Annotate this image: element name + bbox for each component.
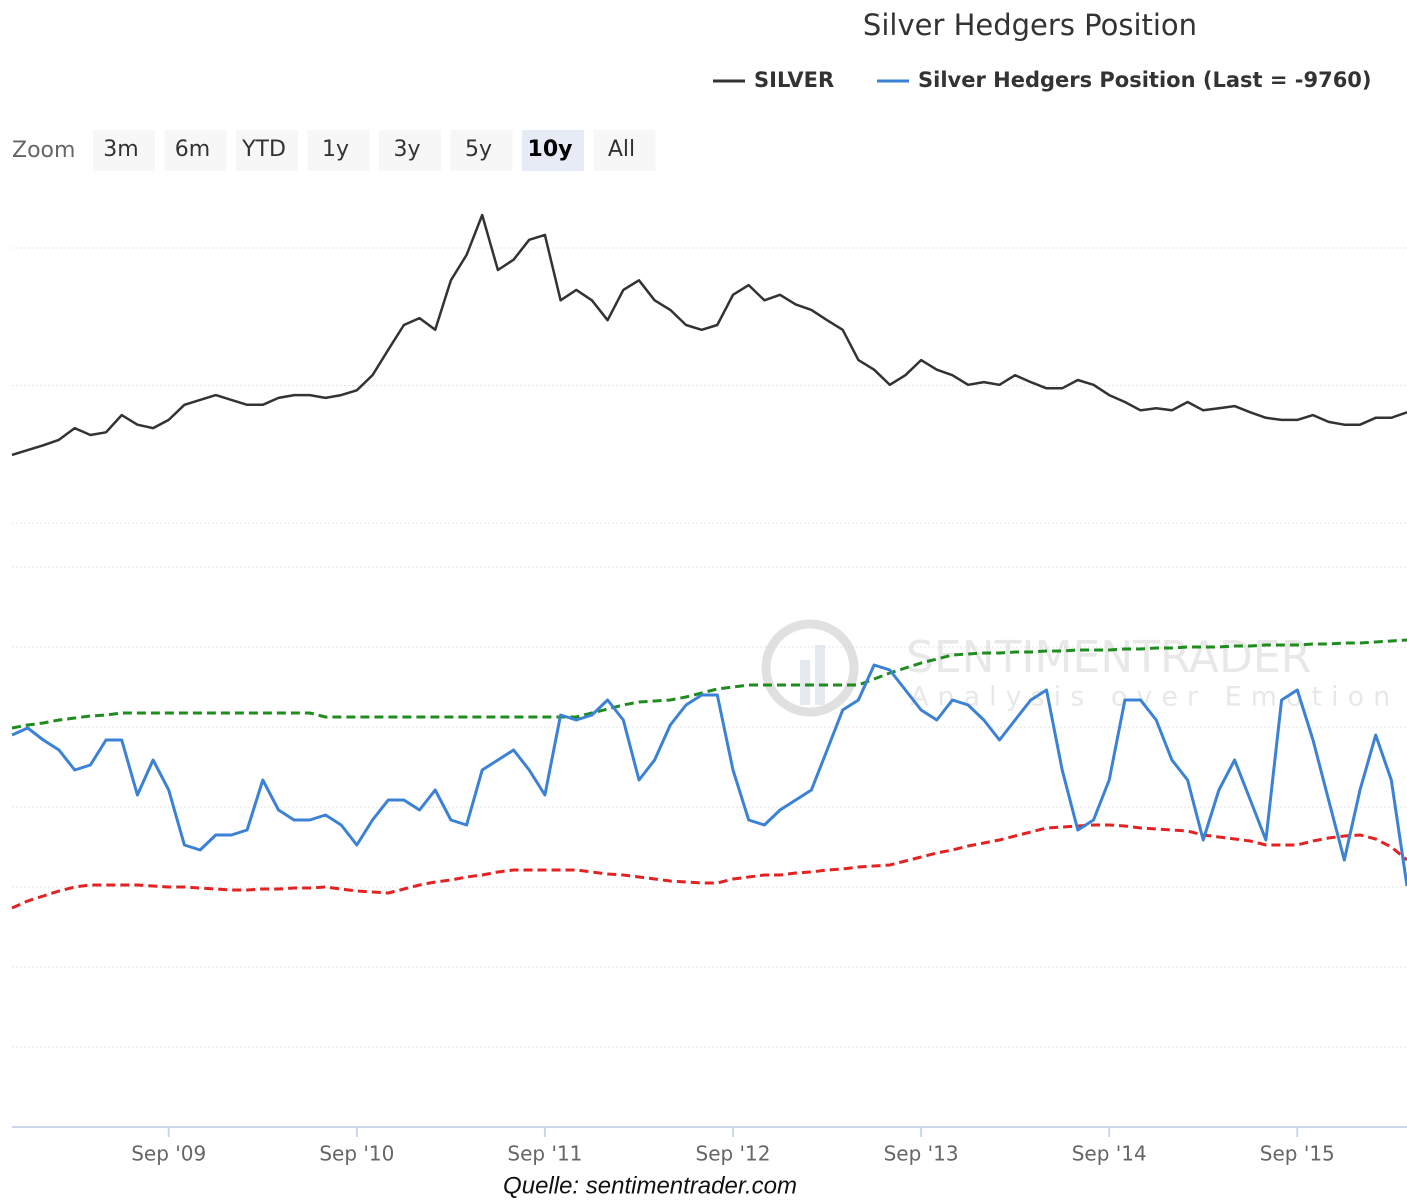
x-tick-label: Sep '13 (884, 1142, 959, 1166)
watermark-logo-bar (815, 645, 825, 705)
x-tick-label: Sep '15 (1260, 1142, 1335, 1166)
series-line (11, 663, 1407, 887)
zoom-button-label[interactable]: 10y (528, 137, 573, 162)
watermark-logo (761, 619, 859, 717)
watermark-tagline: Analysis over Emotion (910, 682, 1399, 713)
zoom-button-label[interactable]: 3y (393, 137, 420, 162)
zoom-button-bg[interactable] (164, 130, 227, 171)
zoom-button-bg[interactable] (93, 130, 155, 171)
legend-label[interactable]: SILVER (754, 68, 834, 92)
band-line (11, 638, 1407, 730)
zoom-button[interactable]: 6m (164, 130, 227, 171)
zoom-button-label[interactable]: YTD (241, 137, 286, 162)
zoom-button-label[interactable]: 5y (465, 137, 492, 162)
x-tick-label: Sep '14 (1072, 1142, 1147, 1166)
zoom-button[interactable]: YTD (236, 130, 298, 171)
x-tick-label: Sep '11 (507, 1142, 582, 1166)
zoom-button-bg[interactable] (379, 130, 441, 171)
zoom-button[interactable]: 1y (307, 130, 370, 171)
zoom-button-bg[interactable] (593, 130, 656, 171)
zoom-button-label[interactable]: 3m (103, 137, 138, 162)
x-tick-label: Sep '09 (131, 1142, 206, 1166)
zoom-button-label[interactable]: 6m (175, 137, 210, 162)
zoom-button-bg[interactable] (522, 130, 584, 171)
zoom-label: Zoom (12, 138, 75, 163)
zoom-button-bg[interactable] (236, 130, 298, 171)
zoom-button-label[interactable]: 1y (322, 137, 349, 162)
legend-label[interactable]: Silver Hedgers Position (Last = -9760) (918, 68, 1372, 92)
x-tick-label: Sep '12 (696, 1142, 771, 1166)
zoom-button[interactable]: 3m (93, 130, 155, 171)
watermark: SENTIMENTRADER Analysis over Emotion (761, 619, 1399, 717)
zoom-button-label[interactable]: All (608, 137, 635, 162)
zoom-button[interactable]: All (593, 130, 656, 171)
band-line (11, 823, 1407, 910)
zoom-button[interactable]: 5y (450, 130, 513, 171)
zoom-button-bg[interactable] (450, 130, 513, 171)
zoom-button[interactable]: 10y (522, 130, 584, 171)
x-tick-label: Sep '10 (319, 1142, 394, 1166)
watermark-brand: SENTIMENTRADER (906, 632, 1311, 683)
series-line (11, 213, 1407, 457)
watermark-logo-bar (800, 660, 810, 705)
chart-title: Silver Hedgers Position (863, 8, 1197, 42)
caption: Quelle: sentimentrader.com (503, 1172, 797, 1199)
zoom-button-bg[interactable] (307, 130, 370, 171)
zoom-button[interactable]: 3y (379, 130, 441, 171)
